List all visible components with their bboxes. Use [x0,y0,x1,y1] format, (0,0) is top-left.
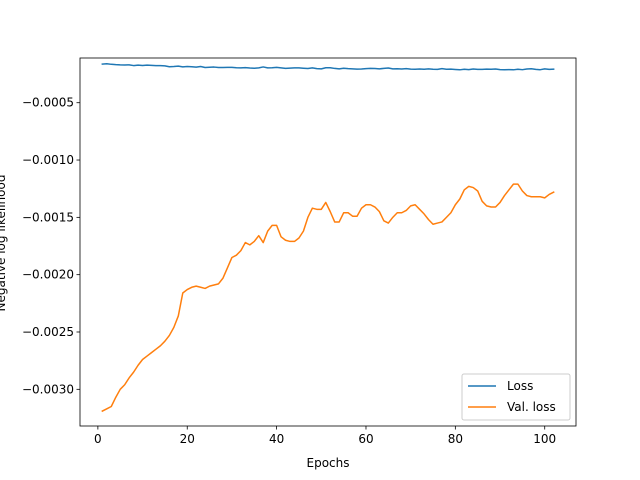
x-axis-ticks: 0 20 40 60 80 100 [94,426,556,446]
series-line-val-loss [101,183,555,413]
legend-label: Loss [507,379,533,393]
y-tick-label: −0.0015 [22,210,74,224]
y-tick-label: −0.0010 [22,153,74,167]
plot-area [79,57,577,427]
series-line-loss [101,62,555,71]
x-axis-label: Epochs [307,456,350,470]
x-tick-label: 0 [94,432,102,446]
x-tick-label: 80 [448,432,463,446]
x-tick-label: 20 [180,432,195,446]
y-axis-ticks: −0.0030 −0.0025 −0.0020 −0.0015 −0.0010 −0.00… [22,96,80,396]
legend: Loss Val. loss [461,373,571,421]
plot-frame [79,57,577,427]
y-tick-label: −0.0020 [22,268,74,282]
legend-label: Val. loss [507,400,556,414]
x-tick-label: 100 [533,432,556,446]
y-tick-label: −0.0025 [22,325,74,339]
y-axis-label: Negative log likelihood [0,175,8,312]
x-tick-label: 40 [269,432,284,446]
y-tick-label: −0.0005 [22,96,74,110]
y-tick-label: −0.0030 [22,382,74,396]
x-tick-label: 60 [358,432,373,446]
